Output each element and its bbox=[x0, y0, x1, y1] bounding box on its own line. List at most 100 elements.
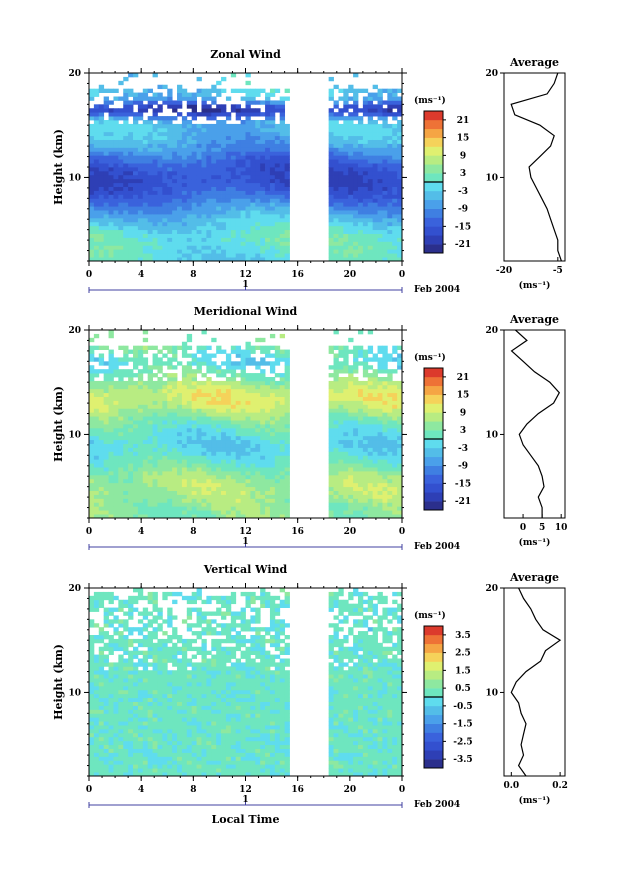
meridional-cell bbox=[260, 494, 266, 499]
meridional-cell bbox=[177, 439, 183, 444]
zonal-cell bbox=[216, 245, 222, 250]
meridional-cell bbox=[225, 482, 232, 488]
meridional-cell bbox=[353, 369, 359, 374]
zonal-cell bbox=[250, 178, 256, 184]
meridional-cell bbox=[177, 424, 183, 429]
meridional-cell bbox=[152, 392, 158, 397]
vertical-cell bbox=[103, 748, 109, 753]
zonal-cell bbox=[357, 202, 364, 207]
zonal-cell bbox=[260, 210, 266, 215]
meridional-cell bbox=[387, 373, 393, 378]
zonal-cell bbox=[221, 143, 227, 148]
meridional-cell bbox=[211, 478, 217, 484]
meridional-cell bbox=[225, 510, 232, 515]
meridional-cell bbox=[157, 431, 163, 437]
zonal-cell bbox=[377, 92, 383, 97]
meridional-cell bbox=[240, 369, 246, 374]
meridional-cell bbox=[137, 482, 144, 488]
zonal-cell bbox=[377, 221, 383, 227]
zonal-cell bbox=[137, 253, 144, 258]
zonal-cell bbox=[333, 163, 339, 168]
zonal-cell bbox=[108, 214, 114, 219]
zonal-cell bbox=[382, 147, 388, 152]
zonal-cell bbox=[377, 170, 383, 176]
zonal-cell bbox=[333, 116, 339, 121]
meridional-cell bbox=[284, 424, 290, 429]
meridional-cell bbox=[142, 416, 149, 421]
meridional-cell bbox=[108, 400, 114, 405]
zonal-cell bbox=[103, 198, 109, 203]
vertical-cell bbox=[89, 764, 95, 769]
zonal-cell bbox=[181, 194, 188, 199]
zonal-cell bbox=[167, 186, 173, 191]
meridional-cell bbox=[172, 471, 178, 476]
meridional-cell bbox=[162, 384, 168, 390]
meridional-cell bbox=[221, 384, 227, 390]
zonal-cell bbox=[201, 233, 207, 238]
meridional-cell bbox=[245, 490, 251, 495]
meridional-cell bbox=[128, 471, 134, 476]
vertical-cell bbox=[118, 678, 124, 683]
zonal-cell bbox=[196, 206, 202, 211]
meridional-cell bbox=[274, 506, 281, 511]
meridional-cell bbox=[250, 482, 256, 488]
zonal-cell bbox=[206, 151, 212, 156]
meridional-cell bbox=[118, 392, 124, 397]
zonal-cell bbox=[338, 112, 344, 117]
zonal-cell bbox=[221, 155, 227, 160]
zonal-cell bbox=[201, 104, 207, 109]
meridional-cell bbox=[260, 412, 266, 417]
meridional-cell bbox=[269, 506, 276, 511]
vertical-cell bbox=[123, 642, 129, 648]
zonal-cell bbox=[245, 163, 251, 168]
zonal-cell bbox=[343, 178, 349, 184]
meridional-cell bbox=[235, 498, 242, 503]
meridional-cell bbox=[177, 455, 183, 460]
meridional-cell bbox=[137, 431, 144, 437]
zonal-cell bbox=[230, 174, 237, 180]
zonal-cell bbox=[230, 190, 237, 195]
vertical-cell bbox=[89, 717, 95, 722]
zonal-cell bbox=[142, 151, 149, 156]
meridional-cell bbox=[216, 478, 222, 484]
zonal-cell bbox=[250, 159, 256, 164]
zonal-cell bbox=[123, 139, 129, 144]
meridional-cell bbox=[157, 494, 163, 499]
meridional-cell bbox=[103, 459, 109, 464]
meridional-cell bbox=[240, 420, 246, 425]
zonal-cell bbox=[216, 104, 222, 109]
meridional-cell bbox=[108, 506, 114, 511]
zonal-cell bbox=[108, 135, 114, 140]
zonal-cell bbox=[269, 88, 276, 93]
zonal-cell bbox=[343, 88, 349, 93]
zonal-cell bbox=[387, 143, 393, 148]
zonal-cell bbox=[382, 253, 388, 258]
zonal-cell bbox=[328, 131, 334, 137]
meridional-cell bbox=[191, 373, 197, 378]
meridional-cell bbox=[221, 435, 227, 441]
zonal-cell bbox=[397, 143, 402, 148]
meridional-cell bbox=[162, 408, 168, 413]
meridional-cell bbox=[196, 427, 202, 433]
vertical-cell bbox=[128, 768, 134, 773]
meridional-cell bbox=[108, 451, 114, 456]
zonal-cell bbox=[113, 233, 119, 238]
meridional-cell bbox=[221, 396, 227, 401]
zonal-cell bbox=[103, 190, 109, 195]
zonal-cell bbox=[372, 233, 378, 238]
meridional-cell bbox=[113, 396, 119, 401]
zonal-cell bbox=[392, 229, 398, 234]
meridional-cell bbox=[245, 345, 251, 350]
meridional-cell bbox=[147, 482, 153, 488]
meridional-cell bbox=[343, 396, 349, 401]
meridional-cell bbox=[333, 467, 339, 472]
zonal-cell bbox=[201, 253, 207, 258]
zonal-cell bbox=[328, 96, 334, 101]
vertical-cell bbox=[128, 740, 134, 746]
meridional-cell bbox=[377, 455, 383, 460]
meridional-cell bbox=[206, 412, 212, 417]
meridional-cell bbox=[250, 459, 256, 464]
meridional-cell bbox=[245, 431, 251, 437]
vertical-cell bbox=[89, 650, 95, 655]
meridional-cell bbox=[225, 478, 232, 484]
